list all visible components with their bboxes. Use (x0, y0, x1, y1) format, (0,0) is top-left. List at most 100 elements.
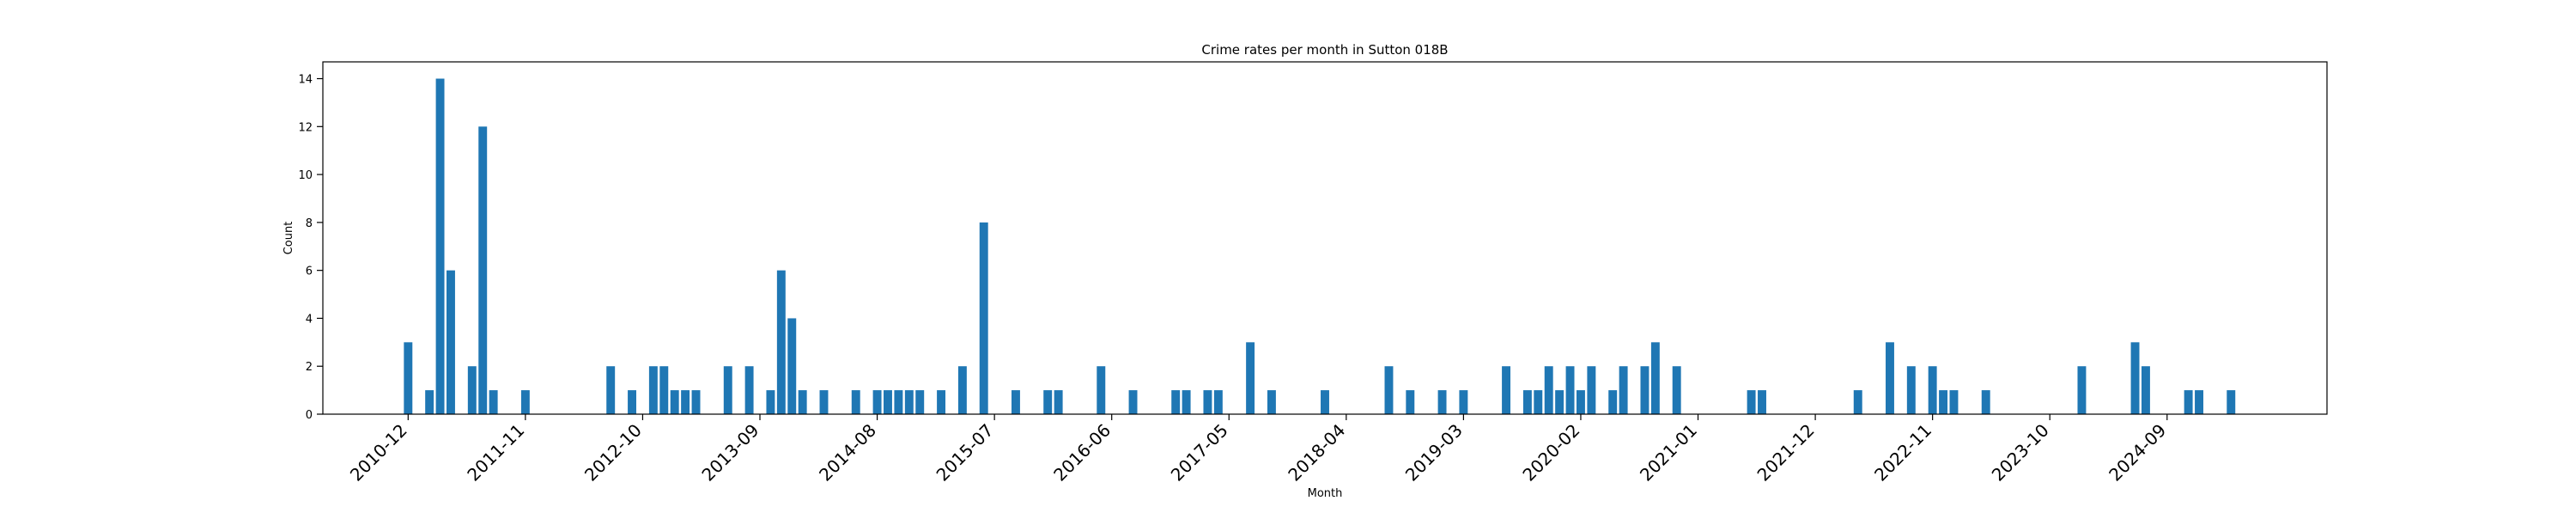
y-tick-label: 14 (298, 74, 313, 87)
bar-2015-02 (937, 390, 946, 414)
bar-2022-09 (1906, 366, 1916, 414)
x-tick-label: 2017-05 (1167, 420, 1232, 485)
bar-2017-03 (1203, 390, 1212, 414)
bar-2023-04 (1981, 390, 1990, 414)
bar-2017-01 (1182, 390, 1191, 414)
bar-2022-04 (1853, 390, 1862, 414)
bar-2013-02 (681, 390, 690, 414)
bar-2011-06 (467, 366, 477, 414)
x-tick-label: 2014-08 (815, 420, 880, 485)
bar-2010-12 (404, 342, 413, 414)
x-tick-label: 2015-07 (933, 420, 998, 485)
bar-2013-01 (670, 390, 679, 414)
x-tick-label: 2011-11 (463, 420, 528, 485)
bar-2013-12 (787, 318, 797, 414)
bar-2020-08 (1640, 366, 1649, 414)
bar-2012-11 (648, 366, 658, 414)
bar-2023-01 (1949, 390, 1959, 414)
bar-2011-02 (425, 390, 434, 414)
bar-2015-09 (1012, 390, 1020, 414)
bar-2011-04 (447, 270, 455, 414)
bar-2014-06 (851, 390, 860, 414)
bar-2017-09 (1267, 390, 1276, 414)
bar-2015-04 (957, 366, 967, 414)
bar-2020-01 (1565, 366, 1575, 414)
x-tick-label: 2020-02 (1518, 420, 1583, 485)
bar-2014-12 (915, 390, 925, 414)
bar-2013-11 (776, 270, 786, 414)
bar-2011-11 (520, 390, 530, 414)
chart-title: Crime rates per month in Sutton 018B (1201, 42, 1448, 58)
bar-2020-11 (1672, 366, 1681, 414)
bar-2011-07 (478, 126, 488, 414)
bar-2011-03 (435, 78, 445, 415)
x-tick-label: 2022-11 (1870, 420, 1935, 485)
x-tick-label: 2013-09 (697, 420, 762, 485)
y-tick-label: 4 (306, 313, 313, 326)
bar-2015-12 (1043, 390, 1053, 414)
x-tick-label: 2024-09 (2105, 420, 2170, 485)
y-axis-label: Count (283, 222, 295, 255)
bar-2014-03 (819, 390, 829, 414)
bar-2020-02 (1576, 390, 1585, 414)
bar-2014-09 (884, 390, 892, 414)
x-tick-label: 2016-06 (1049, 420, 1115, 485)
bar-2013-10 (766, 390, 775, 414)
bar-2025-03 (2227, 390, 2236, 414)
bar-2024-11 (2184, 390, 2193, 414)
bar-2012-09 (628, 390, 636, 414)
y-tick-label: 2 (306, 361, 313, 374)
y-tick-label: 8 (306, 217, 313, 230)
bar-2021-07 (1758, 390, 1766, 414)
x-tick-label: 2010-12 (346, 420, 411, 485)
y-tick-label: 12 (298, 121, 313, 134)
bar-2012-07 (606, 366, 616, 414)
x-axis-label: Month (1308, 487, 1343, 500)
bar-2016-01 (1054, 390, 1063, 414)
bar-2016-12 (1171, 390, 1181, 414)
bar-2022-12 (1939, 390, 1948, 414)
bar-2018-08 (1384, 366, 1394, 414)
bar-2017-04 (1213, 390, 1223, 414)
bar-2024-01 (2077, 366, 2087, 414)
x-tick-label: 2019-03 (1401, 420, 1467, 485)
plot-area-frame (322, 61, 2328, 415)
x-tick-label: 2023-10 (1988, 420, 2053, 485)
bars-layer (404, 78, 2236, 415)
bar-2020-06 (1619, 366, 1628, 414)
bar-2018-02 (1321, 390, 1329, 414)
bar-2019-03 (1459, 390, 1468, 414)
x-tick-label: 2021-12 (1753, 420, 1819, 485)
bar-2019-12 (1555, 390, 1564, 414)
bar-2018-10 (1406, 390, 1415, 414)
bar-2011-08 (489, 390, 498, 414)
bar-2019-09 (1522, 390, 1532, 414)
bar-2014-08 (872, 390, 882, 414)
x-tick-label: 2021-01 (1636, 420, 1701, 485)
bar-2017-07 (1246, 342, 1255, 414)
bar-2012-12 (659, 366, 669, 414)
bar-2014-01 (798, 390, 807, 414)
bar-2016-05 (1097, 366, 1106, 414)
bar-2020-05 (1608, 390, 1618, 414)
bar-2022-07 (1886, 342, 1894, 414)
bar-2019-07 (1502, 366, 1511, 414)
bar-2022-11 (1928, 366, 1937, 414)
bar-2016-08 (1128, 390, 1138, 414)
bar-2014-11 (904, 390, 914, 414)
bar-2013-06 (723, 366, 732, 414)
bar-2013-03 (691, 390, 701, 414)
bar-2021-06 (1747, 390, 1756, 414)
y-tick-label: 0 (306, 409, 313, 422)
x-axis: 2010-12 2011-11 2012-10 2013-09 2014-08 2015-… (346, 414, 2170, 485)
bar-2024-07 (2141, 366, 2150, 414)
bar-2024-06 (2130, 342, 2140, 414)
bar-2020-09 (1650, 342, 1660, 414)
bar-2020-03 (1587, 366, 1596, 414)
y-axis: 0 2 4 6 8 10 12 14 (298, 74, 323, 422)
y-tick-label: 10 (298, 169, 313, 182)
x-tick-label: 2018-04 (1284, 420, 1349, 485)
y-tick-label: 6 (306, 266, 313, 278)
